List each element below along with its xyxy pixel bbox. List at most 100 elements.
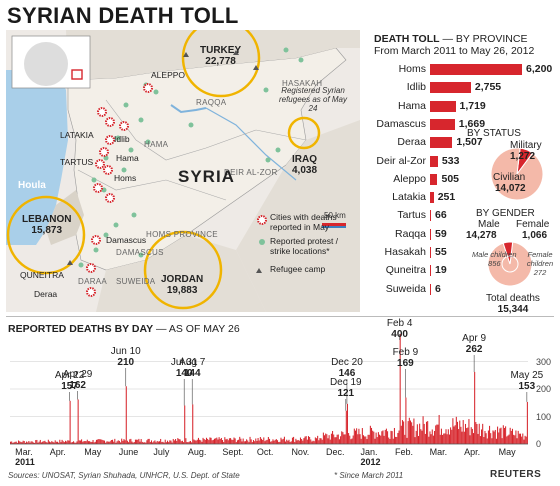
daily-bar [106,441,108,444]
daily-bar [310,439,312,444]
x-tick-label: June [118,447,139,457]
daily-bar [120,442,122,444]
daily-bar [256,440,258,444]
daily-bar [309,436,311,444]
map-label-hama-province: HAMA [144,140,169,149]
daily-bar [79,440,81,444]
daily-bar [226,438,228,444]
province-bar [430,283,431,295]
daily-bar [84,441,86,444]
daily-bar [285,441,287,444]
status-pie [490,147,544,201]
daily-bar [205,437,208,444]
daily-bar [477,433,479,444]
daily-bar [487,430,489,444]
map-label-homs: Homs [114,173,137,183]
status-military-value: 1,272 [510,151,536,162]
daily-bar [242,438,244,444]
daily-bar [187,442,189,444]
daily-bar [246,439,248,444]
daily-bar [521,436,523,444]
year-label: 2011 [15,457,35,467]
province-value: 6 [435,282,441,295]
daily-bar [366,439,368,444]
pie-slice [502,241,514,265]
daily-bar [403,421,405,444]
daily-bar [252,440,255,444]
province-chart-title: DEATH TOLL — BY PROVINCE [374,33,528,45]
daily-bar [303,438,305,444]
province-value: 251 [437,191,456,204]
province-label: Damascus [376,117,426,130]
daily-bar [497,426,499,444]
daily-bar [481,429,483,444]
daily-bar [493,431,495,444]
daily-bar [436,424,438,444]
pie-slice [490,147,544,201]
daily-bar [282,438,284,444]
daily-bar [380,435,382,444]
daily-bar [450,427,452,444]
daily-bar [207,438,209,444]
daily-bar [121,438,123,444]
daily-bar [286,439,288,444]
daily-bar [29,442,31,444]
daily-bar [377,432,379,444]
map-label-homs-province: HOMS PROVINCE [146,230,218,239]
daily-bar [349,435,351,444]
daily-bar [476,424,478,444]
daily-bar [239,436,241,444]
daily-bar [289,441,291,444]
daily-bar [486,438,488,444]
daily-bar [414,437,416,444]
daily-bar [507,435,509,444]
daily-bar [162,441,164,444]
daily-bar [249,436,251,444]
daily-bar [204,439,206,444]
daily-bar [27,442,29,444]
daily-bar [513,434,515,444]
daily-bar [223,441,225,444]
daily-bar [463,431,465,444]
daily-bar [220,437,222,444]
daily-bar [195,440,197,444]
daily-bar [126,440,128,444]
daily-bar [269,438,271,444]
daily-bar [277,440,279,444]
daily-bar [389,438,391,444]
y-tick-label: 300 [536,356,552,367]
daily-bar [117,440,119,444]
daily-bar [144,442,146,444]
daily-bar [32,442,34,444]
daily-bar [111,439,114,444]
daily-bar [38,441,40,444]
daily-bar [502,425,504,444]
daily-bar [388,437,390,444]
daily-bar [337,434,339,444]
daily-bar [317,435,319,444]
daily-bar [197,437,199,444]
daily-bar [395,436,397,444]
status-military-label: Military [510,140,542,151]
daily-bar [313,441,315,444]
daily-bar [415,430,417,444]
gender-pie [487,241,533,287]
daily-bar [526,401,528,444]
province-label: Deir al-Zor [376,154,426,167]
daily-bar [12,442,14,444]
daily-bar [36,439,38,444]
daily-bar [435,425,437,444]
peak-annotation: Apr 22 157 [54,370,85,392]
daily-bar [336,434,338,444]
daily-bar [443,433,445,444]
daily-bar [52,441,54,444]
daily-bar [37,442,39,444]
daily-bar [430,434,432,444]
daily-bar [180,441,182,444]
daily-bar [93,442,95,444]
daily-bar [305,436,307,444]
daily-bar [65,440,67,444]
map-label-hasakah: HASAKAH [282,79,323,88]
daily-bar [50,442,52,444]
daily-bar [342,432,344,444]
